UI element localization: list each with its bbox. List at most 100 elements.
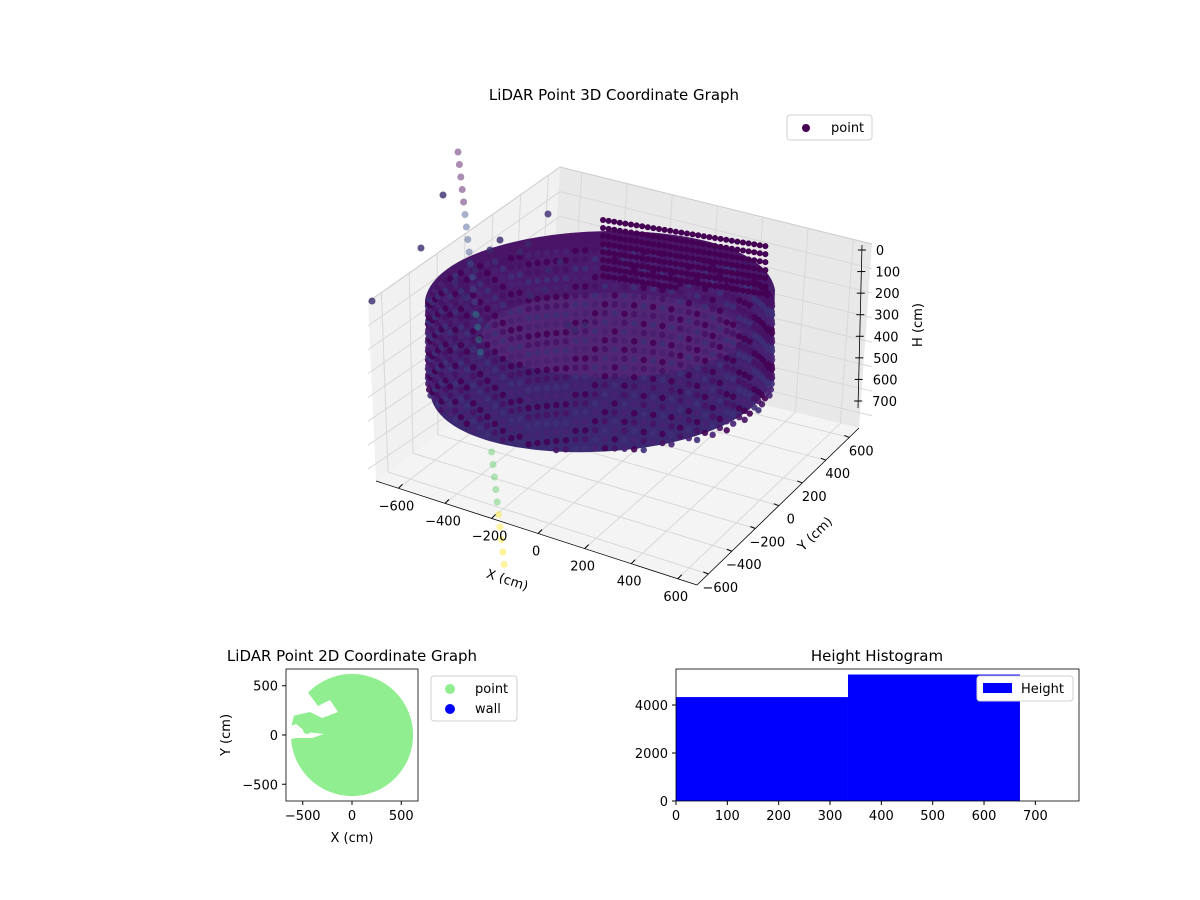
- ring-dot: [644, 224, 651, 231]
- grid-wall-x-6: [839, 239, 854, 424]
- disk-notch: [286, 690, 338, 722]
- ring-dot: [729, 411, 737, 418]
- x-tick-label-1: −400: [425, 514, 461, 529]
- ring-dot: [712, 259, 718, 265]
- ring-dot: [678, 237, 685, 244]
- ring-dot: [611, 242, 618, 249]
- ring-dot: [746, 401, 753, 408]
- ring-dot: [476, 379, 484, 387]
- ring-dot: [633, 278, 640, 285]
- ring-dot: [622, 236, 629, 243]
- vertical-point: [467, 261, 475, 268]
- x-tick-label-2: −200: [472, 529, 508, 544]
- ring-dot: [717, 251, 724, 258]
- ring-dot: [534, 412, 541, 420]
- ring-dot: [649, 321, 657, 329]
- ring-dot: [562, 401, 570, 408]
- ring-dot: [553, 338, 560, 346]
- ring-dot: [470, 400, 477, 407]
- ring-dot: [644, 280, 651, 287]
- ring-dot: [622, 252, 629, 259]
- ring-dot: [457, 414, 465, 421]
- ring-dot: [667, 275, 674, 282]
- ring-dot: [572, 427, 579, 434]
- ring-dot: [457, 405, 465, 412]
- ring-dot: [591, 373, 599, 380]
- ring-dot: [491, 375, 499, 383]
- ring-dot: [709, 287, 716, 295]
- ring-dot: [463, 393, 471, 400]
- vertical-point: [492, 486, 500, 493]
- ring-dot: [751, 257, 758, 264]
- ring-dot: [562, 257, 570, 264]
- ring-dot: [685, 426, 693, 433]
- ring-dot: [543, 411, 551, 419]
- ring-dot: [442, 341, 449, 348]
- ring-dot: [700, 273, 707, 280]
- ring-dot: [756, 250, 763, 257]
- ring-dot: [701, 303, 709, 311]
- ring-dot: [572, 256, 579, 263]
- axes-frame-hist: [675, 668, 1080, 802]
- ring-dot: [601, 427, 609, 434]
- ring-dot: [667, 259, 674, 266]
- ring-dot: [553, 374, 560, 382]
- ring-dot: [562, 392, 570, 399]
- ring-dot: [572, 373, 579, 380]
- ring-dot: [470, 310, 477, 317]
- ring-dot: [470, 409, 477, 416]
- z-axis-line: [857, 244, 863, 409]
- ring-dot: [695, 248, 702, 255]
- vertical-point: [458, 186, 466, 193]
- ring-dot: [572, 391, 579, 398]
- ring-dot: [640, 392, 647, 400]
- ring-dot: [562, 347, 570, 354]
- ring-dot: [701, 321, 709, 329]
- ring-dot: [768, 302, 776, 310]
- outlier-point: [516, 248, 524, 256]
- ring-dot: [553, 248, 560, 256]
- ring-dot: [741, 317, 748, 325]
- ring-dot: [678, 229, 685, 236]
- ring-dot: [649, 438, 657, 446]
- ring-dot: [661, 234, 668, 241]
- ring-dot: [562, 437, 570, 444]
- ring-dot: [677, 361, 684, 368]
- ring-dot: [709, 422, 716, 430]
- ring-dot: [656, 250, 662, 256]
- ring-dot: [684, 278, 690, 285]
- ring-dot: [649, 384, 657, 392]
- ring-dot: [768, 365, 776, 373]
- ring-dot: [470, 382, 477, 389]
- ring-dot: [701, 384, 709, 392]
- outlier-point: [461, 293, 469, 301]
- ring-dot: [723, 301, 730, 308]
- ring-dot: [740, 287, 746, 294]
- ring-dot: [723, 364, 730, 371]
- vertical-point: [465, 248, 473, 256]
- ring-dot: [728, 285, 735, 292]
- ring-dot: [685, 309, 693, 316]
- ring-dot: [463, 375, 471, 382]
- ring-dot: [630, 437, 638, 444]
- ring-dot: [746, 320, 753, 327]
- ring-dot: [601, 436, 609, 443]
- ring-dot: [525, 315, 532, 322]
- ring-dot: [582, 418, 589, 425]
- ring-dot: [463, 357, 471, 364]
- ring-dot: [668, 351, 675, 358]
- x-tick-label-4: 200: [570, 560, 595, 575]
- ring-dot: [716, 424, 724, 432]
- ring-dot: [553, 302, 560, 310]
- ring-dot: [735, 387, 743, 394]
- ring-dot: [745, 272, 752, 279]
- ring-dot: [709, 377, 716, 385]
- ring-dot: [591, 436, 599, 443]
- disk-dot: [303, 726, 311, 734]
- ring-dot: [562, 302, 570, 309]
- ring-dot: [723, 276, 730, 283]
- ring-dot: [484, 350, 491, 358]
- ring-dot: [685, 336, 693, 343]
- ring-dot: [470, 427, 477, 434]
- ring-dot: [562, 356, 570, 363]
